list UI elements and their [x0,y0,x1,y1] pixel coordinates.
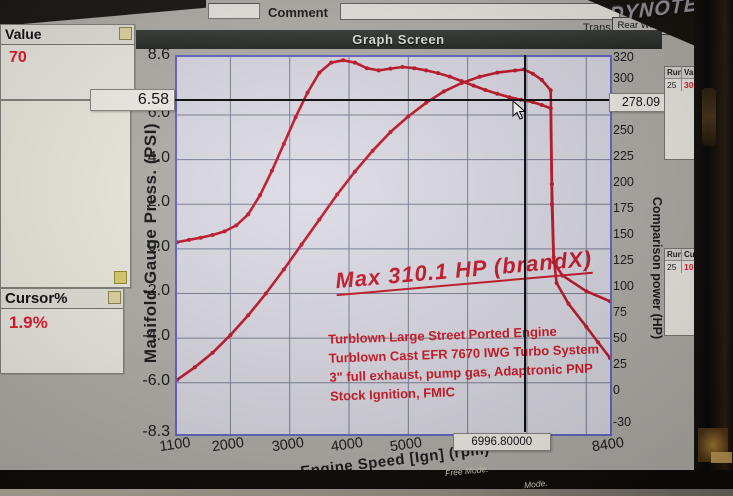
cursor-panel-reading: 1.9% [9,313,48,332]
y-right-tick-label: -30 [613,414,632,429]
run-value-reading: 309.64 [684,80,699,90]
reflection-glint [711,452,732,463]
cursor-percent-panel: Cursor% 1.9% [0,288,124,374]
y-right-tick-label: 320 [613,50,634,65]
y-left-tick-label: -8.3 [142,423,170,440]
rpm-cursor-readout: 6996.80000 [452,433,551,451]
x-tick-label: 3000 [270,434,305,456]
x-tick-label: 8400 [590,434,626,456]
value-panel: Value 70 [0,24,135,100]
y-left-tick-label: 0.0 [147,237,170,255]
y-right-tick-label: 200 [613,175,634,190]
y-right-tick-label: 250 [613,122,634,137]
value-panel-reading: 70 [9,49,27,66]
power-cursor-readout: 278.09 [609,92,673,112]
run-cursor-panel: Run 25 Cursor% 10.2% [664,248,699,336]
run-number: 25 [667,262,677,272]
value-panel-title: Value [5,26,42,42]
dyno-software-window: Comment Trans: Rear Wheel Drive Graph Sc… [0,0,699,478]
y-right-tick-label: 150 [613,227,634,242]
bezel-top-left [0,0,206,26]
value-panel-header: Value [1,25,134,45]
run-column-header: Run [665,249,681,261]
vertical-cursor-line[interactable] [523,55,526,432]
y-right-tick-label: 50 [613,331,627,346]
y-left-tick-label: 4.0 [147,148,170,166]
comment-label: Comment [268,5,328,20]
y-right-tick-label: 100 [613,279,634,294]
pressure-cursor-readout: 6.58 [90,89,175,112]
chart-canvas [177,57,610,434]
run-column-header: Run [665,67,681,79]
y-left-tick-label: -2.0 [142,282,170,300]
y-left-tick-label: -4.0 [142,327,170,345]
run-cursor-reading: 10.2% [684,262,699,272]
cursor-panel-header: Cursor% [1,289,123,309]
y-right-tick-label: 0 [613,383,620,398]
curve-data-points [177,58,610,304]
plot-area[interactable]: Max 310.1 HP (brandX) Turblown Large Str… [175,55,612,436]
run-value-panel: Run 25 Value 309.64 [664,66,699,160]
y-right-tick-label: 25 [613,357,627,372]
run-number: 25 [667,80,677,90]
y-right-tick-label: 225 [613,149,634,164]
y-right-tick-label: 125 [613,253,634,268]
x-tick-label: 4000 [329,434,365,456]
y-left-tick-label: -6.0 [142,371,170,389]
mouse-cursor-icon [512,100,527,120]
comment-input[interactable] [340,3,620,20]
y-left-tick-label: 8.6 [147,46,170,63]
build-spec-annotation: Turblown Large Street Ported Engine Turbl… [328,320,601,405]
empty-display-panel [0,100,131,288]
y-right-tick-label: 300 [613,70,634,85]
monitor-bezel-right [694,0,733,496]
y-left-tick-label: 2.0 [147,193,170,211]
panel-options-icon[interactable] [119,27,132,40]
reflection-glint [702,88,716,146]
right-axis-title: Comparison power (HP) [650,196,664,340]
graph-screen-titlebar: Graph Screen [135,30,662,49]
desk-edge [0,489,733,496]
cursor-panel-title: Cursor% [5,290,68,307]
y-right-tick-label: 75 [613,305,627,320]
small-field[interactable] [208,3,260,19]
left-axis-title: Manifold Gauge Press. (PSI) [141,122,160,364]
monitor-bezel-bottom [0,470,733,489]
y-right-tick-label: 175 [613,201,634,216]
panel-options-icon[interactable] [108,291,121,304]
resize-handle-icon[interactable] [114,271,127,284]
horizontal-cursor-line[interactable] [171,99,635,102]
